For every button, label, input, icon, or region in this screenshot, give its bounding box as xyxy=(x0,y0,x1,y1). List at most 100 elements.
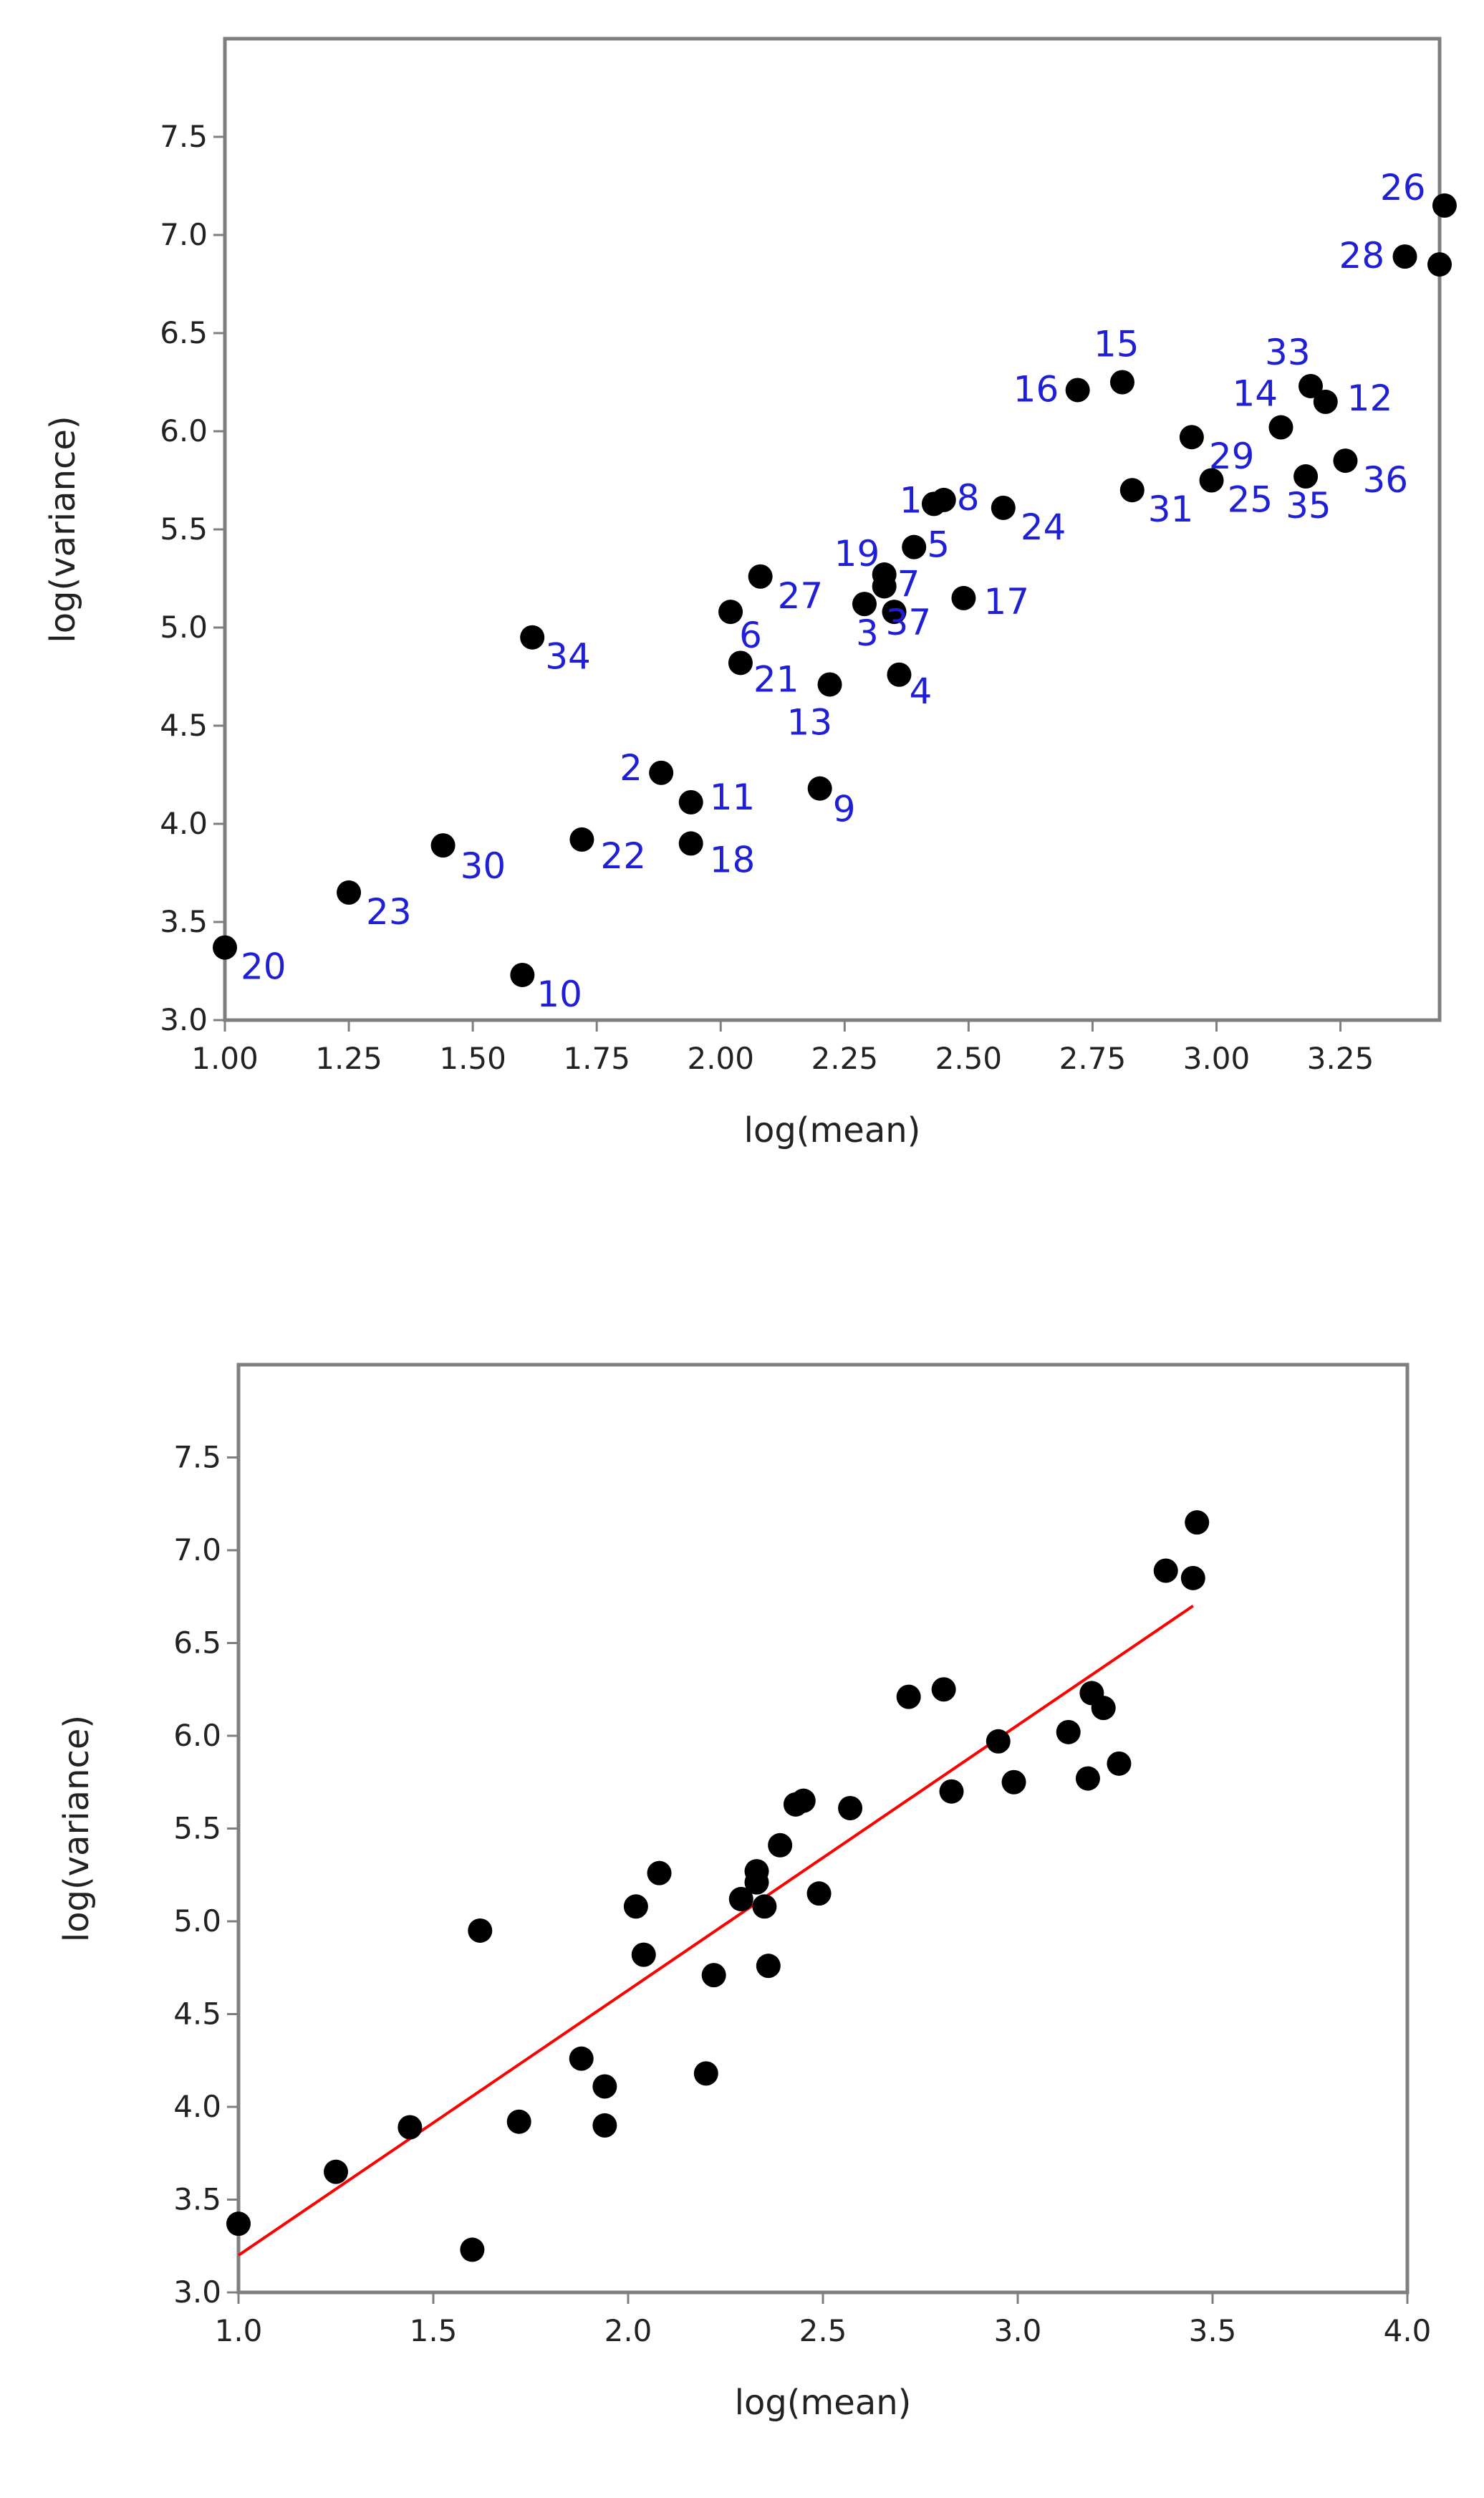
y-tick-label: 4.5 xyxy=(160,708,208,743)
y-tick-label: 5.0 xyxy=(160,610,208,645)
data-point xyxy=(838,1796,863,1821)
y-tick-label: 6.0 xyxy=(173,1718,221,1753)
data-point xyxy=(1107,1751,1132,1776)
data-point xyxy=(939,1779,964,1804)
point-label: 8 xyxy=(957,477,980,519)
data-point xyxy=(510,962,535,987)
data-point xyxy=(931,487,956,512)
data-point xyxy=(592,2074,617,2099)
data-point xyxy=(896,1684,921,1709)
data-point xyxy=(728,1886,753,1911)
point-label: 25 xyxy=(1228,479,1273,521)
data-point xyxy=(1298,373,1324,398)
y-tick-label: 6.0 xyxy=(160,413,208,448)
x-tick-label: 1.5 xyxy=(410,2313,458,2348)
data-point xyxy=(647,1860,672,1885)
point-label: 12 xyxy=(1347,378,1393,419)
point-label: 15 xyxy=(1094,324,1140,365)
data-point xyxy=(1119,478,1145,503)
point-label: 30 xyxy=(461,845,506,887)
x-tick-label: 1.75 xyxy=(563,1041,630,1076)
data-point xyxy=(1313,389,1338,414)
data-point xyxy=(1293,464,1319,489)
x-tick-label: 1.50 xyxy=(439,1041,506,1076)
y-tick-label: 7.5 xyxy=(173,1440,221,1475)
x-axis-title: log(mean) xyxy=(735,2383,912,2423)
point-label: 9 xyxy=(833,789,856,830)
y-tick-label: 7.0 xyxy=(160,217,208,252)
point-label: 3 xyxy=(856,613,879,654)
point-label: 7 xyxy=(897,563,920,605)
x-tick-label: 2.75 xyxy=(1059,1041,1127,1076)
point-label: 21 xyxy=(753,658,799,700)
data-point xyxy=(887,662,912,687)
y-tick-label: 6.5 xyxy=(160,315,208,350)
data-point xyxy=(728,650,753,676)
data-point xyxy=(678,831,703,856)
data-point xyxy=(1392,244,1417,269)
data-point xyxy=(1179,425,1204,450)
data-point xyxy=(1185,1510,1210,1535)
data-point xyxy=(1333,448,1358,474)
data-point xyxy=(324,2159,348,2184)
data-point xyxy=(807,776,832,801)
chart-bottom: 3.0 3.5 4.0 4.5 5.0 5.5 6.0 6.5 7.0 7.5 1.0 1.5 2.0 2… xyxy=(57,1363,1431,2423)
point-label: 27 xyxy=(778,575,824,617)
point-label: 1 xyxy=(900,479,922,521)
data-point xyxy=(1427,252,1452,277)
y-tick-label: 6.5 xyxy=(173,1625,221,1661)
data-point xyxy=(756,1954,781,1979)
x-tick-label: 2.00 xyxy=(687,1041,754,1076)
data-point xyxy=(752,1894,777,1919)
data-point xyxy=(1153,1558,1178,1583)
data-point xyxy=(506,2109,531,2134)
data-point xyxy=(1109,370,1134,395)
data-point xyxy=(817,672,842,697)
data-point xyxy=(1432,193,1457,218)
x-tick-label: 3.0 xyxy=(994,2313,1042,2348)
point-label: 34 xyxy=(545,636,591,678)
y-tick-label: 7.5 xyxy=(160,119,208,154)
point-label: 37 xyxy=(886,602,932,643)
point-label: 10 xyxy=(536,974,582,1015)
data-point xyxy=(520,625,545,650)
point-label: 13 xyxy=(787,701,833,743)
data-point xyxy=(931,1677,956,1702)
data-point xyxy=(460,2237,485,2262)
data-point xyxy=(986,1729,1011,1754)
point-label: 31 xyxy=(1148,489,1194,530)
point-label: 19 xyxy=(834,533,880,575)
regression-line xyxy=(237,1605,1194,2257)
data-point xyxy=(882,600,907,625)
x-axis-title: log(mean) xyxy=(744,1110,921,1150)
point-label: 2 xyxy=(620,747,642,789)
data-point xyxy=(951,585,976,610)
x-tick-label: 3.25 xyxy=(1307,1041,1374,1076)
data-point xyxy=(1001,1769,1026,1795)
point-label: 33 xyxy=(1265,332,1311,373)
data-point xyxy=(872,562,897,587)
y-axis-title: log(variance) xyxy=(57,1715,97,1942)
y-axis-title: log(variance) xyxy=(43,415,83,643)
plot-frame xyxy=(236,1363,1410,2295)
point-label: 5 xyxy=(927,524,950,566)
data-point xyxy=(1056,1719,1081,1744)
data-point xyxy=(678,789,703,815)
data-point xyxy=(468,1918,493,1943)
y-tick-label: 7.0 xyxy=(173,1532,221,1567)
y-tick-label: 4.0 xyxy=(160,806,208,841)
x-tick-label: 3.00 xyxy=(1183,1041,1251,1076)
data-point xyxy=(569,2046,594,2071)
data-point xyxy=(623,1894,648,1919)
point-label: 20 xyxy=(241,946,286,988)
point-label: 17 xyxy=(983,581,1029,623)
data-point xyxy=(1075,1766,1100,1791)
point-label: 29 xyxy=(1209,436,1255,477)
x-tick-label: 1.25 xyxy=(315,1041,382,1076)
data-point xyxy=(592,2113,617,2138)
y-tick-label: 3.5 xyxy=(173,2182,221,2217)
data-point xyxy=(791,1788,816,1813)
data-point xyxy=(398,2115,423,2140)
data-point xyxy=(337,880,362,905)
